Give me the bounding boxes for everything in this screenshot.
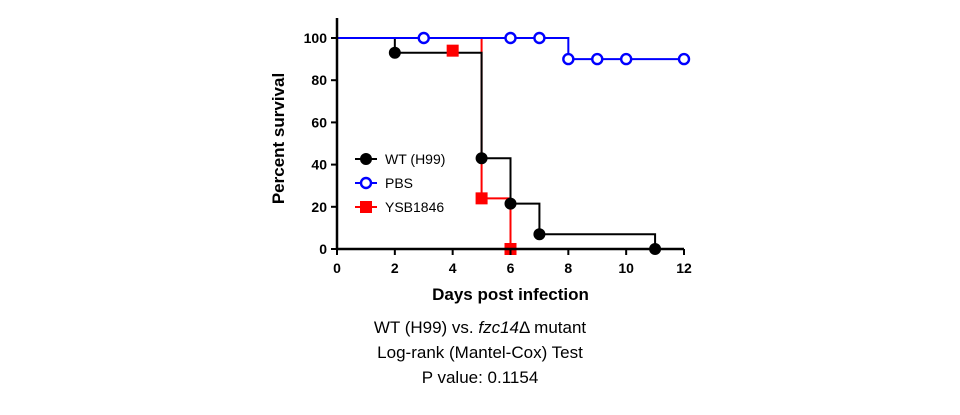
series-point-wt-h99-1 <box>475 152 488 165</box>
y-axis-title: Percent survival <box>269 73 288 204</box>
legend-marker-ysb1846 <box>360 201 372 213</box>
y-tick-label-60: 60 <box>311 114 327 130</box>
x-tick-label-2: 2 <box>391 260 399 276</box>
series-point-pbs-1 <box>504 31 517 45</box>
y-tick-label-80: 80 <box>311 72 327 88</box>
series-layer <box>337 31 691 255</box>
x-axis-title: Days post infection <box>432 285 589 304</box>
y-tick-label-40: 40 <box>311 157 327 173</box>
x-tick-label-8: 8 <box>564 260 572 276</box>
x-tick-label-12: 12 <box>676 260 692 276</box>
series-point-pbs-5 <box>619 52 633 66</box>
test-caption: Log-rank (Mantel-Cox) Test <box>377 343 583 362</box>
series-point-wt-h99-3 <box>533 228 546 241</box>
series-point-pbs-3 <box>562 52 575 66</box>
series-point-pbs-6 <box>677 52 691 66</box>
x-tick-label-10: 10 <box>618 260 634 276</box>
legend-label-wt-h99: WT (H99) <box>385 151 445 167</box>
y-tick-label-0: 0 <box>319 241 327 257</box>
series-point-ysb1846-1 <box>475 192 488 205</box>
legend-marker-pbs <box>359 176 373 190</box>
y-tick-label-100: 100 <box>304 30 328 46</box>
survival-chart: 0 2 4 6 8 10 12 0 20 40 60 80 100 Days post infection… <box>269 18 692 304</box>
legend-marker-wt-h99 <box>360 153 372 165</box>
axes-layer: 0 2 4 6 8 10 12 0 20 40 60 80 100 Days post infection… <box>269 18 692 304</box>
series-point-pbs-4 <box>591 52 604 66</box>
series-point-pbs-0 <box>417 31 430 45</box>
series-point-ysb1846-0 <box>446 44 459 57</box>
p-value-caption: P value: 0.1154 <box>421 368 539 387</box>
x-tick-label-6: 6 <box>507 260 515 276</box>
series-point-wt-h99-0 <box>388 46 401 59</box>
gene-name: fzc14 <box>478 318 520 337</box>
series-line-ysb1846 <box>337 37 512 249</box>
series-point-pbs-2 <box>533 31 546 45</box>
series-point-wt-h99-2 <box>504 197 517 210</box>
legend: WT (H99) PBS YSB1846 <box>355 151 445 215</box>
y-tick-label-20: 20 <box>311 199 327 215</box>
series-line-wt-h99 <box>337 37 657 249</box>
x-tick-label-0: 0 <box>333 260 341 276</box>
legend-label-pbs: PBS <box>385 175 413 191</box>
x-tick-label-4: 4 <box>449 260 457 276</box>
legend-label-ysb1846: YSB1846 <box>385 199 444 215</box>
comparison-caption: WT (H99) vs. fzc14Δ mutant <box>373 318 587 337</box>
